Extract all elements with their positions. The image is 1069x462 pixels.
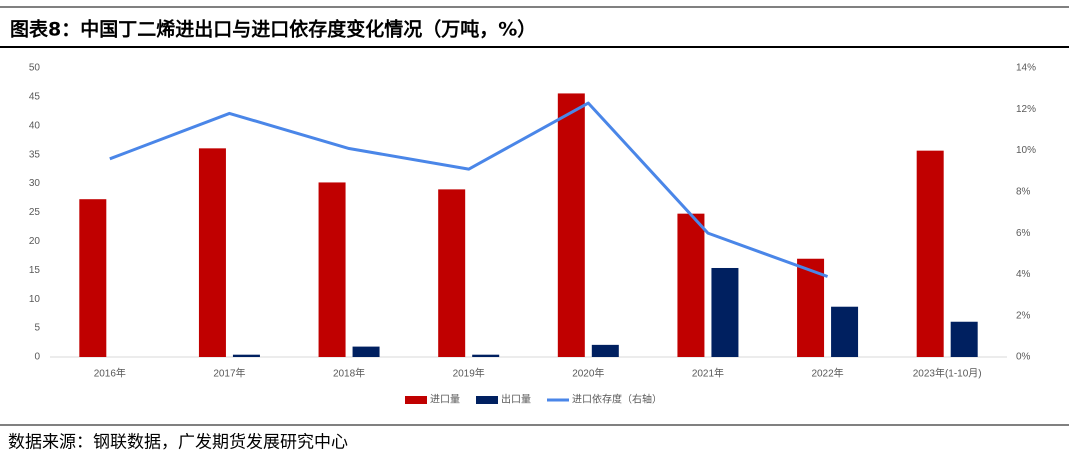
legend-label: 进口依存度（右轴）: [572, 393, 662, 406]
y-tick-label: 45: [29, 92, 41, 103]
x-tick-label: 2018年: [333, 367, 365, 380]
bar: [198, 148, 226, 357]
legend-label: 出口量: [501, 393, 531, 406]
x-tick-label: 2017年: [213, 367, 245, 380]
x-tick-label: 2020年: [572, 367, 604, 380]
y2-tick-label: 10%: [1016, 145, 1036, 156]
y-tick-label: 25: [29, 207, 41, 218]
bar: [950, 321, 978, 357]
x-tick-label: 2021年: [692, 367, 724, 380]
bar: [232, 354, 260, 357]
bar: [352, 346, 380, 357]
y-tick-label: 40: [29, 120, 41, 131]
bar: [318, 182, 346, 357]
legend-label: 进口量: [430, 394, 460, 406]
x-tick-label: 2023年(1-10月): [913, 367, 982, 380]
x-tick-label: 2022年: [811, 367, 843, 380]
legend-swatch: [405, 396, 427, 404]
bar: [916, 150, 944, 357]
y-tick-label: 30: [29, 178, 41, 189]
line: [109, 101, 829, 278]
bar: [438, 189, 466, 357]
bar: [557, 93, 585, 357]
y2-tick-label: 12%: [1016, 104, 1036, 115]
y2-tick-label: 6%: [1016, 228, 1031, 239]
y2-tick-label: 2%: [1016, 310, 1031, 321]
x-tick-label: 2016年: [94, 367, 126, 380]
y-tick-label: 15: [29, 265, 41, 276]
chart-title: 图表8：中国丁二烯进出口与进口依存度变化情况（万吨，%）: [10, 18, 536, 41]
y-tick-label: 50: [29, 63, 41, 74]
y2-tick-label: 8%: [1016, 186, 1031, 197]
legend-swatch: [476, 396, 498, 404]
bar: [831, 306, 859, 357]
y-tick-label: 20: [29, 236, 41, 247]
y2-tick-label: 4%: [1016, 269, 1031, 280]
source: 数据来源：钢联数据，广发期货发展研究中心: [8, 433, 348, 453]
bar: [472, 354, 500, 357]
bar: [677, 213, 705, 357]
y-tick-label: 10: [29, 294, 41, 305]
y-tick-label: 0: [34, 352, 40, 363]
y-tick-label: 35: [29, 149, 41, 160]
bar: [711, 267, 739, 357]
y-tick-label: 5: [34, 323, 40, 334]
bar: [591, 344, 619, 357]
y2-tick-label: 14%: [1016, 63, 1036, 74]
x-tick-label: 2019年: [453, 367, 485, 380]
y2-tick-label: 0%: [1016, 352, 1031, 363]
bar: [79, 199, 107, 357]
